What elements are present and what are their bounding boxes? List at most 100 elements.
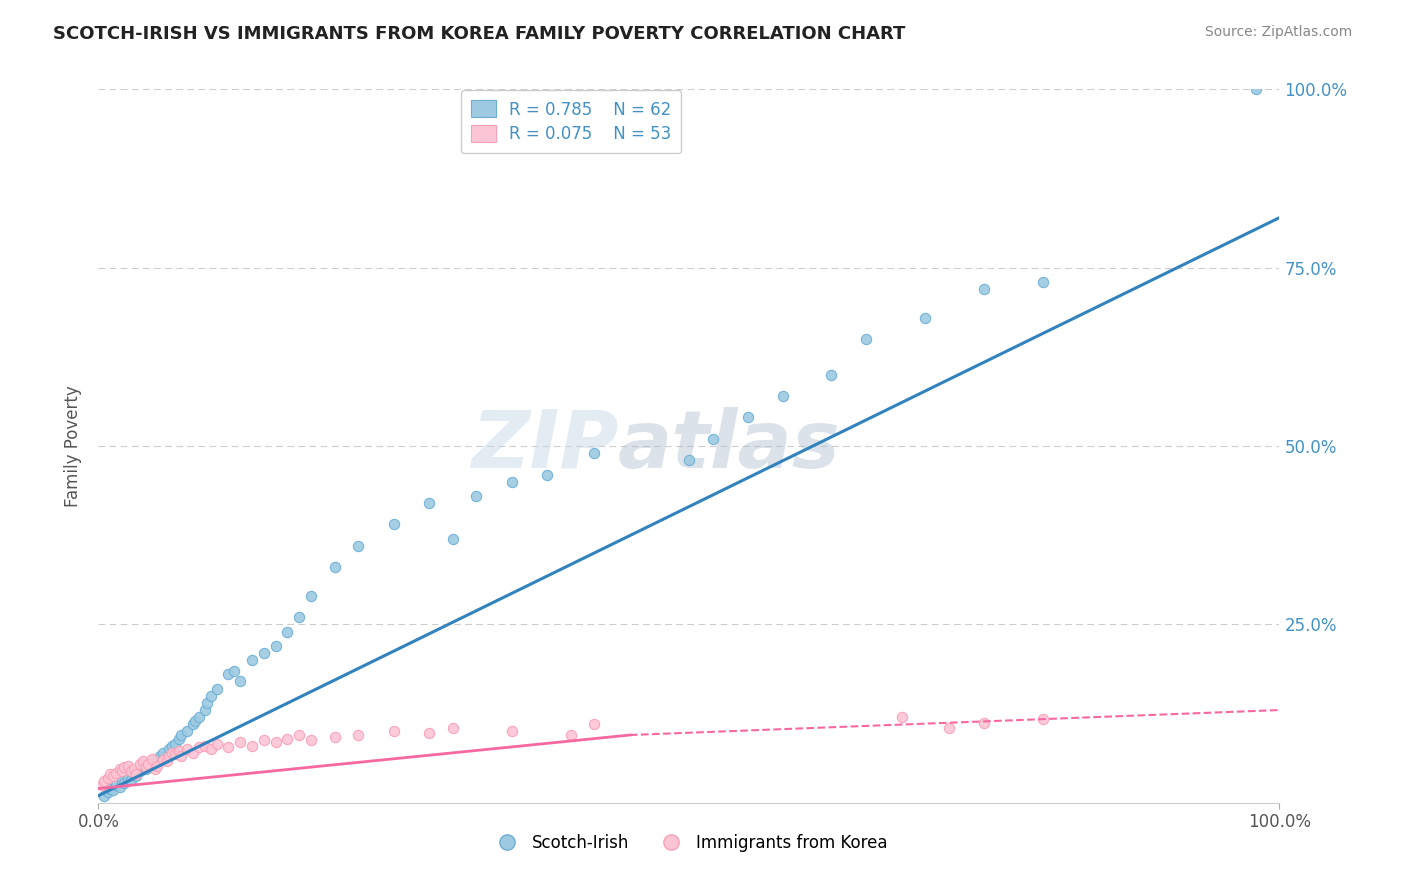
Point (170, 728, 193, 742)
Point (501, 475, 523, 489)
Point (441, 721, 464, 735)
Point (181, 717, 204, 731)
Point (737, 410, 759, 425)
Point (167, 744, 190, 758)
Point (194, 703, 217, 717)
Point (441, 532, 464, 546)
Point (97, 785, 120, 799)
Point (914, 310, 936, 325)
Point (93, 789, 115, 803)
Point (176, 724, 198, 739)
Point (149, 749, 172, 764)
Point (187, 710, 209, 724)
Point (105, 765, 128, 780)
Point (176, 742, 198, 756)
Point (165, 737, 187, 751)
Point (91, 778, 114, 792)
Point (194, 739, 217, 753)
Point (121, 772, 143, 787)
Point (820, 368, 842, 382)
Point (1032, 275, 1054, 289)
Point (253, 646, 276, 660)
Point (141, 758, 163, 772)
Point (98, 781, 121, 796)
Point (347, 539, 370, 553)
Point (160, 746, 183, 760)
Point (101, 769, 124, 783)
Point (156, 755, 179, 769)
Point (855, 332, 877, 346)
Point (583, 446, 606, 460)
Point (229, 735, 252, 749)
Point (288, 728, 311, 742)
Point (152, 753, 174, 767)
Point (117, 771, 139, 785)
Point (418, 496, 440, 510)
Point (299, 589, 322, 603)
Point (121, 764, 143, 778)
Point (536, 467, 558, 482)
Point (97, 771, 120, 785)
Point (181, 746, 204, 760)
Point (890, 710, 912, 724)
Point (132, 755, 155, 769)
Point (146, 758, 169, 772)
Point (136, 756, 159, 771)
Text: atlas: atlas (619, 407, 841, 485)
Point (125, 769, 148, 783)
Point (135, 762, 157, 776)
Point (184, 714, 207, 728)
Point (143, 753, 166, 767)
Point (264, 639, 287, 653)
Point (98, 767, 121, 781)
Point (112, 760, 135, 774)
Point (141, 751, 163, 765)
Point (165, 747, 187, 762)
Point (143, 762, 166, 776)
Point (264, 735, 287, 749)
Point (108, 762, 131, 776)
Point (382, 517, 405, 532)
Point (276, 624, 298, 639)
Point (157, 749, 180, 764)
Point (111, 774, 134, 789)
Point (170, 749, 193, 764)
Point (108, 780, 131, 794)
Point (217, 740, 239, 755)
Point (1244, 82, 1267, 96)
Point (160, 739, 183, 753)
Point (276, 731, 298, 746)
Point (217, 667, 239, 681)
Point (146, 755, 169, 769)
Point (135, 760, 157, 774)
Point (382, 724, 405, 739)
Text: Source: ZipAtlas.com: Source: ZipAtlas.com (1205, 25, 1353, 39)
Point (323, 730, 346, 744)
Point (501, 724, 523, 739)
Text: ZIP: ZIP (471, 407, 619, 485)
Point (111, 764, 134, 778)
Point (122, 767, 145, 781)
Point (187, 740, 209, 755)
Point (112, 776, 135, 790)
Point (101, 783, 124, 797)
Point (122, 762, 145, 776)
Point (195, 696, 218, 710)
Point (240, 653, 263, 667)
Point (128, 756, 150, 771)
Y-axis label: Family Poverty: Family Poverty (65, 385, 83, 507)
Point (938, 721, 960, 735)
Legend: Scotch-Irish, Immigrants from Korea: Scotch-Irish, Immigrants from Korea (484, 828, 894, 859)
Point (288, 610, 311, 624)
Point (200, 689, 222, 703)
Point (583, 717, 606, 731)
Point (323, 560, 346, 574)
Point (136, 756, 159, 771)
Point (200, 742, 222, 756)
Point (240, 739, 263, 753)
Point (560, 728, 582, 742)
Point (299, 733, 322, 747)
Point (152, 746, 174, 760)
Point (973, 282, 995, 296)
Point (128, 764, 150, 778)
